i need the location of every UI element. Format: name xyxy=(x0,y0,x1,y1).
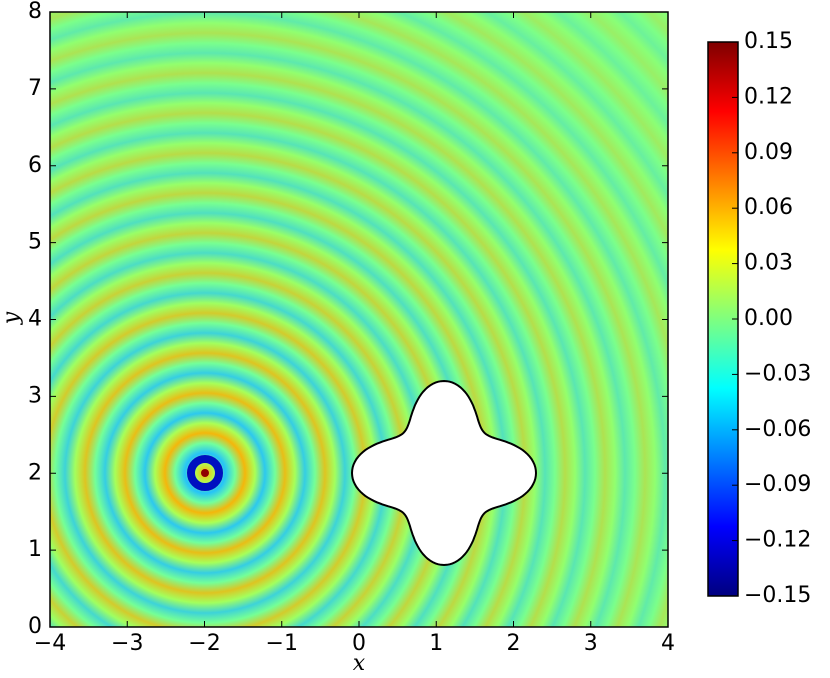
x-tick-label: 1 xyxy=(429,631,443,656)
colorbar-tick-label: −0.15 xyxy=(744,583,811,608)
y-tick-label: 4 xyxy=(28,307,42,332)
colorbar-tick-label: 0.12 xyxy=(744,84,793,109)
colorbar-tick-label: −0.03 xyxy=(744,361,811,386)
x-axis-label: x xyxy=(353,651,366,676)
x-tick-label: −3 xyxy=(111,631,143,656)
y-tick-label: 2 xyxy=(28,460,42,485)
y-tick-label: 5 xyxy=(28,230,42,255)
source xyxy=(201,469,209,477)
y-tick-label: 3 xyxy=(28,383,42,408)
x-tick-label: 4 xyxy=(661,631,675,656)
source-ring xyxy=(187,455,223,491)
y-tick-label: 7 xyxy=(28,76,42,101)
colorbar-tick-label: 0.15 xyxy=(744,29,793,54)
x-tick-label: −1 xyxy=(266,631,298,656)
colorbar-tick-label: 0.09 xyxy=(744,140,793,165)
colorbar-tick-label: −0.12 xyxy=(744,528,811,553)
y-tick-label: 8 xyxy=(28,0,42,24)
y-tick-label: 0 xyxy=(28,614,42,639)
colorbar-tick-label: −0.09 xyxy=(744,472,811,497)
x-tick-label: 0 xyxy=(352,631,366,656)
colorbar-tick-label: 0.00 xyxy=(744,306,793,331)
x-tick-label: 3 xyxy=(584,631,598,656)
x-tick-label: −2 xyxy=(188,631,220,656)
colorbar-tick-label: −0.06 xyxy=(744,417,811,442)
x-tick-label: −4 xyxy=(34,631,66,656)
x-tick-label: 2 xyxy=(507,631,521,656)
colorbar-tick-label: 0.03 xyxy=(744,251,793,276)
y-tick-label: 1 xyxy=(28,537,42,562)
y-tick-label: 6 xyxy=(28,153,42,178)
field xyxy=(50,12,668,627)
colorbar-tick-label: 0.06 xyxy=(744,195,793,220)
obstacle xyxy=(350,379,538,567)
wave-fade xyxy=(50,12,668,627)
y-axis-label: y xyxy=(0,311,24,325)
